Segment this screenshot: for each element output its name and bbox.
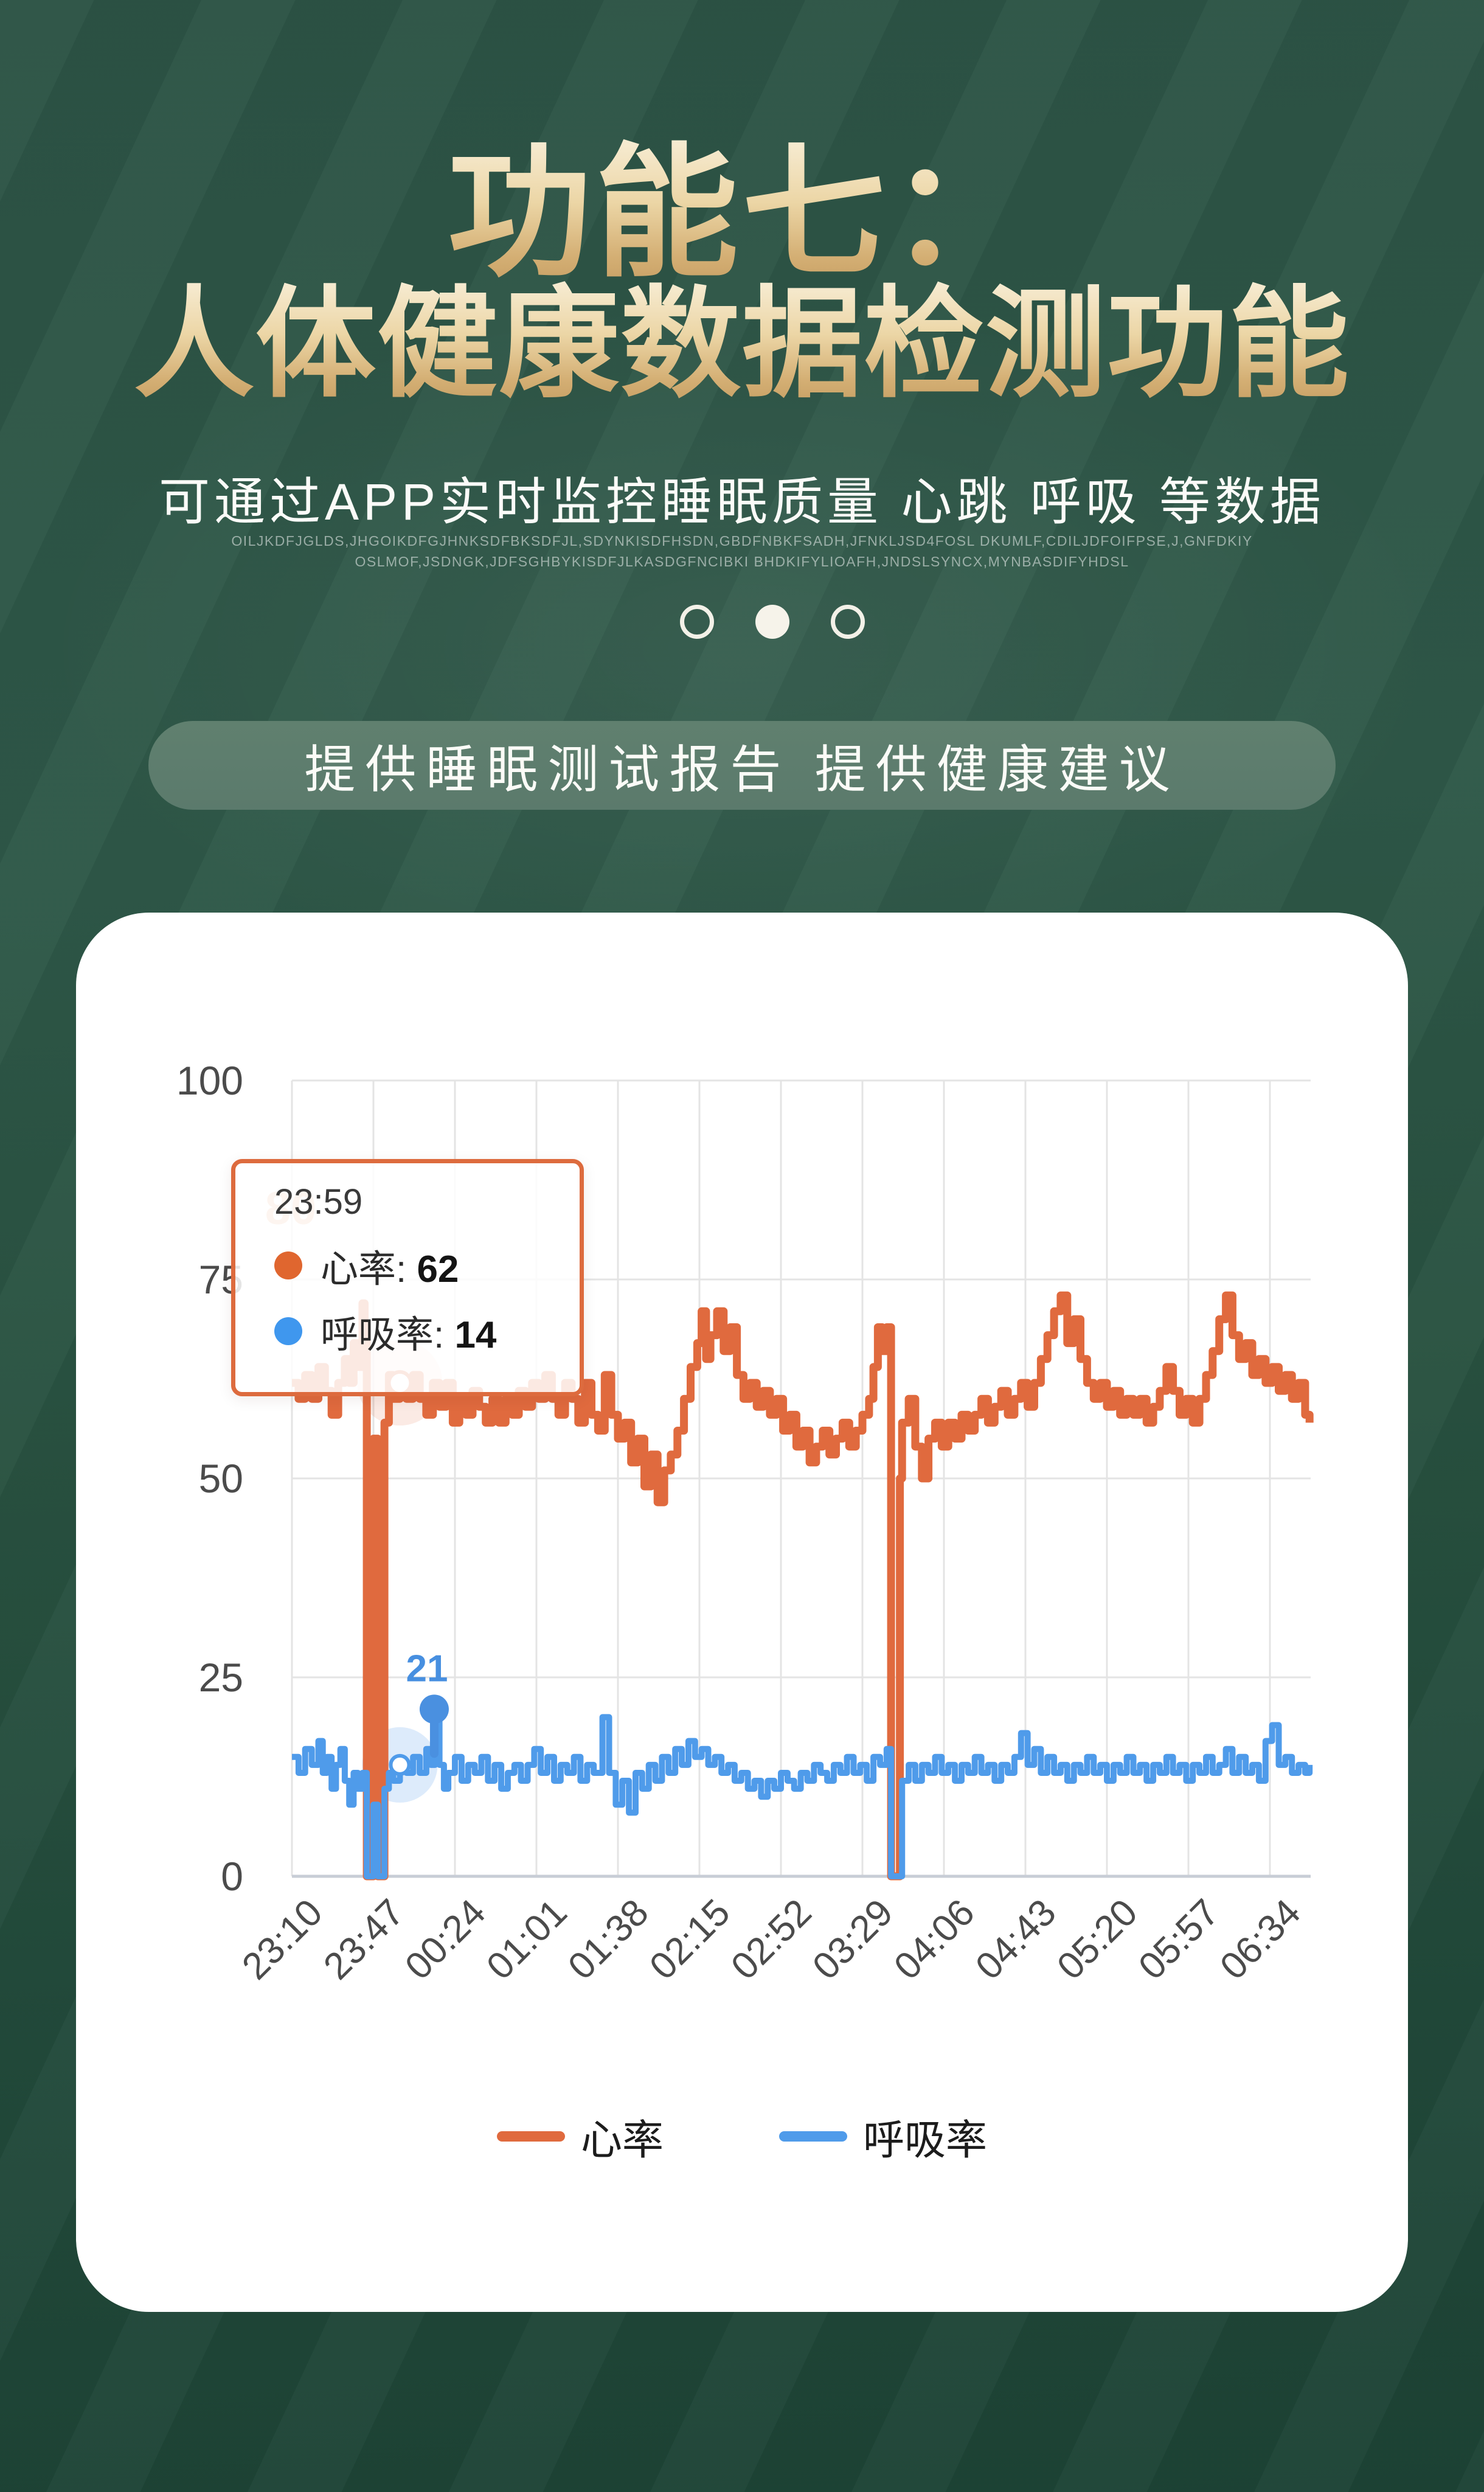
- fineprint-line1: OILJKDFJGLDS,JHGOIKDFGJHNKSDFBKSDFJL,SDY…: [231, 533, 1253, 549]
- fineprint-line2: OSLMOF,JSDNGK,JDFSGHBYKISDFJLKASDGFNCIBK…: [355, 554, 1129, 569]
- legend-swatch-heart-rate: [496, 2131, 565, 2142]
- legend-item-breath-rate[interactable]: 呼吸率: [779, 2106, 987, 2167]
- y-tick-label: 75: [198, 1257, 243, 1302]
- breath-rate-dot-icon: [274, 1317, 302, 1345]
- benefit-banner: 提供睡眠测试报告 提供健康建议: [148, 721, 1336, 810]
- selected-breath-marker: [389, 1753, 411, 1776]
- y-tick-label: 100: [176, 1058, 243, 1103]
- y-tick-label: 50: [198, 1456, 243, 1501]
- carousel-dot-3[interactable]: [831, 605, 865, 639]
- tooltip-row-breath-rate: 呼吸率: 14: [274, 1304, 561, 1359]
- heart-rate-dot-icon: [274, 1251, 302, 1279]
- page-subtitle: 可通过APP实时监控睡眠质量 心跳 呼吸 等数据: [158, 473, 1326, 531]
- carousel-indicator: [680, 605, 865, 639]
- legend-label-heart-rate: 心率: [580, 2117, 664, 2163]
- legend-swatch-breath-rate: [779, 2131, 847, 2142]
- breath-peak-dot: [419, 1694, 449, 1724]
- page-title-line2: 人体健康数据检测功能: [0, 281, 1484, 408]
- chart-legend: 心率 呼吸率: [0, 2106, 1484, 2167]
- page-title-line1: 功能七：: [0, 138, 1484, 290]
- breath-peak-label: 21: [406, 1648, 448, 1690]
- series-line-breath-rate: [292, 1706, 1313, 1879]
- tooltip-heart-rate-text: 心率: 62: [321, 1248, 459, 1290]
- chart-card: [76, 913, 1408, 2312]
- y-tick-label: 0: [221, 1854, 243, 1899]
- legend-item-heart-rate[interactable]: 心率: [496, 2106, 664, 2167]
- carousel-dot-2-active[interactable]: [755, 605, 789, 639]
- carousel-dot-1[interactable]: [680, 605, 714, 639]
- legend-label-breath-rate: 呼吸率: [863, 2117, 988, 2163]
- tooltip-time: 23:59: [274, 1182, 363, 1222]
- y-tick-label: 25: [198, 1655, 243, 1700]
- tooltip-row-heart-rate: 心率: 62: [274, 1238, 561, 1293]
- chart-tooltip: 23:59 心率: 62 呼吸率: 14: [231, 1159, 584, 1396]
- benefit-banner-text: 提供睡眠测试报告 提供健康建议: [304, 740, 1180, 798]
- tooltip-breath-rate-text: 呼吸率: 14: [321, 1314, 497, 1356]
